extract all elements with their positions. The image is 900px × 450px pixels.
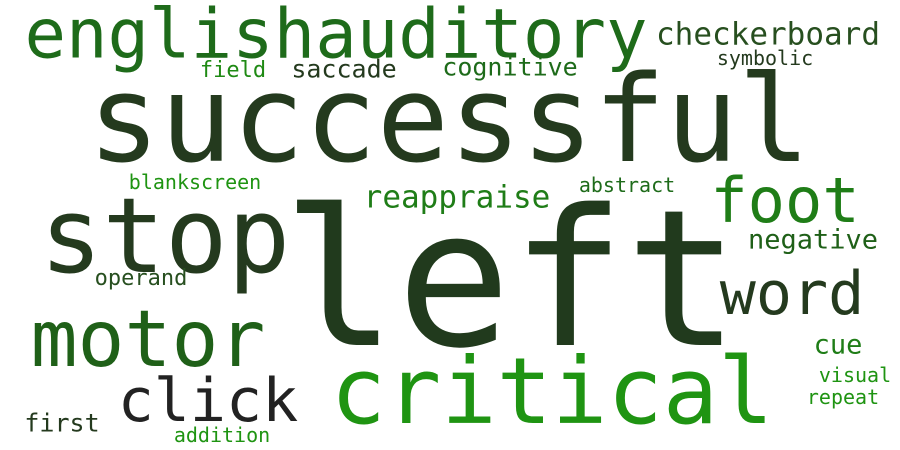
word-stop: stop — [39, 175, 291, 297]
word-cognitive: cognitive — [442, 52, 578, 82]
word-reappraise: reappraise — [363, 179, 551, 216]
word-word: word — [719, 259, 865, 329]
word-checkerboard: checkerboard — [656, 16, 880, 53]
word-motor: motor — [30, 295, 266, 385]
word-visual: visual — [818, 363, 892, 387]
word-negative: negative — [747, 224, 879, 256]
word-field: field — [199, 58, 267, 83]
word-click: click — [117, 366, 299, 436]
word-saccade: saccade — [291, 54, 397, 84]
word-symbolic: symbolic — [716, 46, 814, 70]
word-blankscreen: blankscreen — [128, 170, 262, 194]
word-critical: critical — [330, 338, 774, 445]
word-operand: operand — [94, 266, 188, 291]
word-successful: successful — [87, 51, 811, 190]
word-abstract: abstract — [578, 173, 676, 197]
word-foot: foot — [710, 164, 860, 237]
word-cue: cue — [813, 329, 863, 361]
word-englishauditory: englishauditory — [24, 0, 648, 75]
word-repeat: repeat — [806, 385, 880, 409]
word-addition: addition — [173, 423, 271, 447]
word-left: left — [282, 169, 740, 390]
word-first: first — [24, 408, 100, 438]
